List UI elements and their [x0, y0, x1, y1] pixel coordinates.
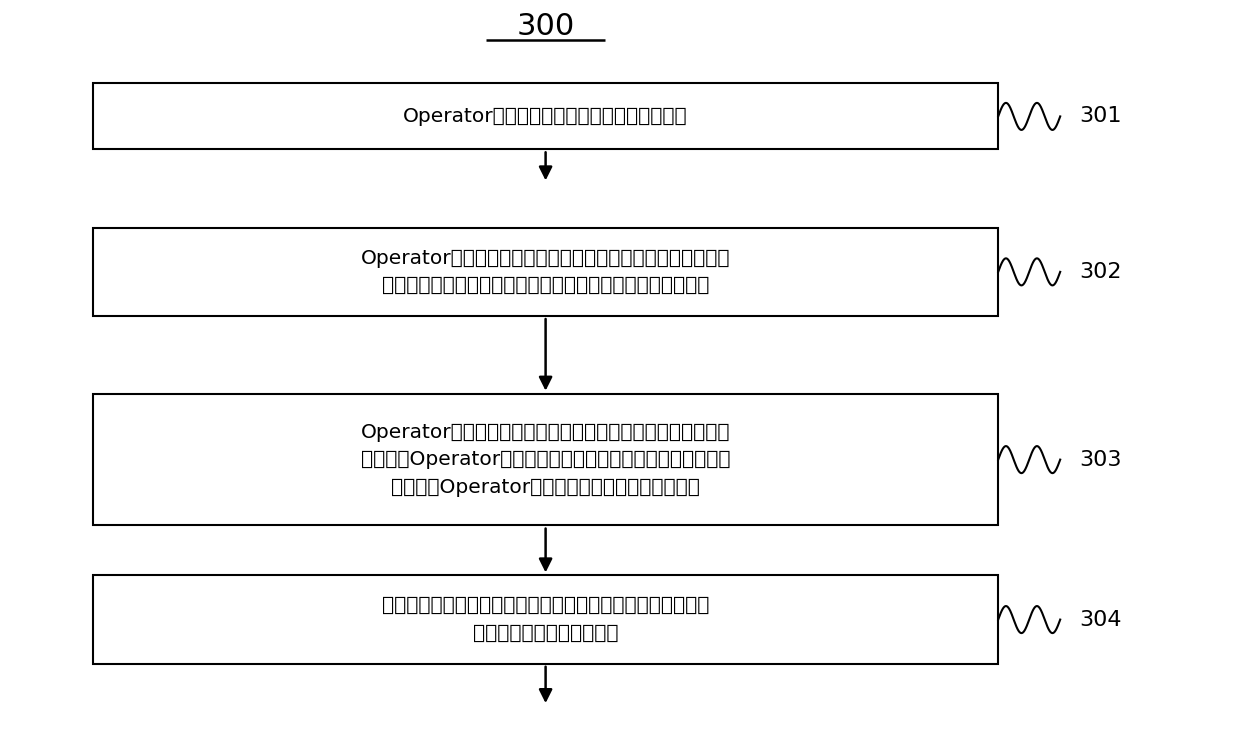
Text: Operator向主链合约发送子链同步交易信息，子链同步交易信: Operator向主链合约发送子链同步交易信息，子链同步交易信 — [361, 423, 730, 442]
Text: 304: 304 — [1079, 610, 1121, 629]
Text: 301: 301 — [1079, 107, 1121, 126]
Text: 302: 302 — [1079, 262, 1121, 282]
Text: 300: 300 — [517, 12, 574, 41]
Text: Operator将子链中的交易打包成子链交易区块: Operator将子链中的交易打包成子链交易区块 — [403, 107, 688, 126]
FancyBboxPatch shape — [93, 83, 998, 149]
Text: 压缩包、Operator对子链同步交易信息的数字签名: 压缩包、Operator对子链同步交易信息的数字签名 — [391, 478, 701, 496]
Text: 息包含：Operator的主链地址、主链合约地址、子链交易区块: 息包含：Operator的主链地址、主链合约地址、子链交易区块 — [361, 450, 730, 469]
FancyBboxPatch shape — [93, 575, 998, 664]
Text: 主链合约收到子链同步交易信息，根据子链同步交易信息更新: 主链合约收到子链同步交易信息，根据子链同步交易信息更新 — [382, 596, 709, 615]
Text: 303: 303 — [1079, 450, 1121, 469]
FancyBboxPatch shape — [93, 228, 998, 316]
Text: 子链上节点用户的余额信息: 子链上节点用户的余额信息 — [472, 624, 619, 643]
Text: Operator将子链交易区块进行数据压缩，区块压缩包包含如下: Operator将子链交易区块进行数据压缩，区块压缩包包含如下 — [361, 249, 730, 267]
Text: 内容：子链区块头部信息、子链节点用户地址和子链代币数量: 内容：子链区块头部信息、子链节点用户地址和子链代币数量 — [382, 276, 709, 295]
FancyBboxPatch shape — [93, 394, 998, 526]
